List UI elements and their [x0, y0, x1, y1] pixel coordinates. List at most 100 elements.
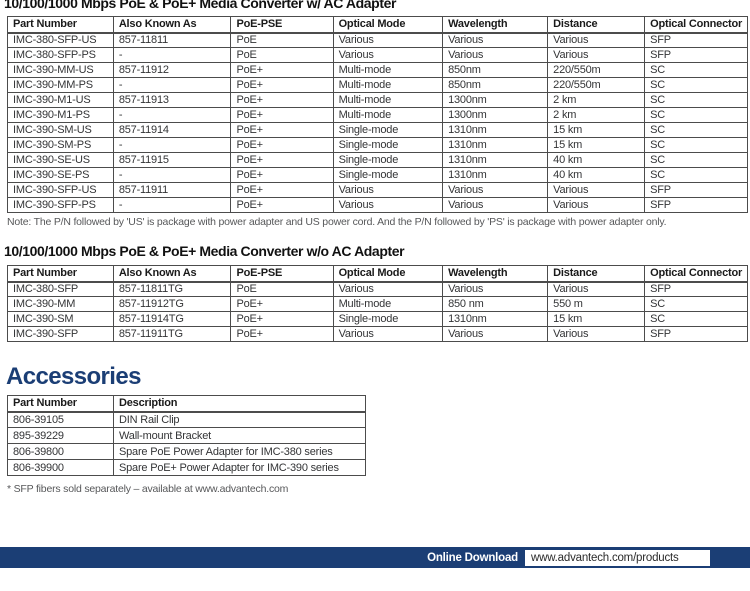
table-cell: -: [112, 77, 232, 93]
table-row: IMC-390-SFP-US 857-11911 PoE+ Various Variou…: [7, 182, 748, 198]
table-cell: IMC-380-SFP-US: [7, 32, 114, 48]
table-cell: 857-11911TG: [112, 326, 232, 342]
table-cell: SC: [644, 77, 748, 93]
table-cell: IMC-390-MM-US: [7, 62, 114, 78]
table-cell: PoE: [230, 47, 334, 63]
table-cell: PoE: [230, 281, 334, 297]
table-cell: Spare PoE+ Power Adapter for IMC-390 ser…: [113, 459, 366, 476]
table-cell: Multi-mode: [332, 92, 444, 108]
table-cell: PoE+: [230, 311, 334, 327]
table-cell: Various: [442, 197, 549, 213]
table-cell: IMC-390-SM-PS: [7, 137, 114, 153]
table-cell: 857-11912: [112, 62, 232, 78]
table-cell: PoE+: [230, 62, 334, 78]
table-cell: SC: [644, 92, 748, 108]
table-cell: DIN Rail Clip: [113, 411, 366, 428]
table-cell: 1300nm: [442, 107, 549, 123]
media-converter-table-with-adapter: Part Number Also Known As PoE-PSE Optical M…: [7, 16, 748, 213]
table-cell: 857-11915: [112, 152, 232, 168]
column-header: Optical Connector: [644, 265, 748, 283]
table-cell: 850nm: [442, 77, 549, 93]
section-title-without-adapter: 10/100/1000 Mbps PoE & PoE+ Media Conver…: [4, 243, 405, 259]
table-cell: 850 nm: [442, 296, 549, 312]
column-header: Description: [113, 395, 366, 413]
table-row: IMC-390-MM 857-11912TG PoE+ Multi-mode 850 n…: [7, 296, 748, 312]
column-header: Distance: [547, 16, 646, 34]
table-note: Note: The P/N followed by 'US' is packag…: [7, 216, 667, 228]
table-cell: -: [112, 47, 232, 63]
column-header: Part Number: [7, 265, 114, 283]
table-cell: 15 km: [547, 311, 646, 327]
table-cell: IMC-390-SFP: [7, 326, 114, 342]
column-header: Distance: [547, 265, 646, 283]
column-header: Wavelength: [442, 265, 549, 283]
table-cell: 806-39800: [7, 443, 114, 460]
table-cell: SFP: [644, 281, 748, 297]
table-cell: Various: [332, 326, 444, 342]
table-cell: PoE+: [230, 182, 334, 198]
table-cell: SFP: [644, 47, 748, 63]
table-cell: IMC-390-M1-US: [7, 92, 114, 108]
table-cell: SFP: [644, 197, 748, 213]
table-cell: Single-mode: [332, 311, 444, 327]
table-cell: SC: [644, 122, 748, 138]
table-cell: PoE+: [230, 107, 334, 123]
table-cell: SC: [644, 62, 748, 78]
column-header: Optical Mode: [332, 265, 444, 283]
table-cell: 895-39229: [7, 427, 114, 444]
table-row: IMC-390-SM 857-11914TG PoE+ Single-mode 1310…: [7, 311, 748, 327]
table-cell: 40 km: [547, 167, 646, 183]
table-cell: 40 km: [547, 152, 646, 168]
table-row: IMC-380-SFP-US 857-11811 PoE Various Various…: [7, 32, 748, 48]
table-cell: IMC-390-MM: [7, 296, 114, 312]
table-cell: SC: [644, 296, 748, 312]
table-cell: SFP: [644, 182, 748, 198]
table-row: 806-39900 Spare PoE+ Power Adapter for IM…: [7, 459, 366, 476]
table-row: IMC-390-SM-PS - PoE+ Single-mode 1310nm 15 km…: [7, 137, 748, 153]
table-cell: Various: [332, 281, 444, 297]
table-cell: SC: [644, 311, 748, 327]
table-cell: 1300nm: [442, 92, 549, 108]
table-cell: 857-11911: [112, 182, 232, 198]
table-cell: Single-mode: [332, 152, 444, 168]
table-row: 806-39800 Spare PoE Power Adapter for IMC…: [7, 443, 366, 460]
table-cell: Multi-mode: [332, 77, 444, 93]
table-cell: SC: [644, 167, 748, 183]
table-cell: 857-11913: [112, 92, 232, 108]
table-cell: Various: [332, 47, 444, 63]
table-cell: PoE+: [230, 92, 334, 108]
table-cell: 1310nm: [442, 122, 549, 138]
table-row: IMC-390-M1-PS - PoE+ Multi-mode 1300nm 2 km SC: [7, 107, 748, 123]
table-cell: Multi-mode: [332, 107, 444, 123]
table-cell: Single-mode: [332, 137, 444, 153]
footer-bar: Online Download www.advantech.com/produc…: [0, 547, 750, 568]
table-row: IMC-380-SFP 857-11811TG PoE Various Various V…: [7, 281, 748, 297]
table-cell: IMC-390-SM: [7, 311, 114, 327]
table-cell: PoE+: [230, 77, 334, 93]
table-cell: PoE+: [230, 122, 334, 138]
table-cell: Various: [442, 182, 549, 198]
table-cell: 806-39105: [7, 411, 114, 428]
table-cell: Various: [442, 47, 549, 63]
accessories-table: Part Number Description 806-39105 DIN Rail…: [7, 395, 366, 476]
table-cell: Various: [547, 47, 646, 63]
column-header: Optical Mode: [332, 16, 444, 34]
table-cell: Multi-mode: [332, 62, 444, 78]
table-cell: 550 m: [547, 296, 646, 312]
table-cell: Multi-mode: [332, 296, 444, 312]
table-cell: PoE+: [230, 167, 334, 183]
table-cell: Various: [442, 326, 549, 342]
table-cell: PoE+: [230, 137, 334, 153]
table-cell: Wall-mount Bracket: [113, 427, 366, 444]
table-cell: IMC-380-SFP: [7, 281, 114, 297]
table-cell: 220/550m: [547, 77, 646, 93]
footer-url-link[interactable]: www.advantech.com/products: [525, 549, 710, 566]
table-cell: PoE+: [230, 326, 334, 342]
table-cell: -: [112, 167, 232, 183]
table-cell: PoE+: [230, 197, 334, 213]
table-cell: SFP: [644, 326, 748, 342]
table-cell: SC: [644, 137, 748, 153]
table-row: IMC-390-SE-US 857-11915 PoE+ Single-mode 131…: [7, 152, 748, 168]
table-cell: -: [112, 107, 232, 123]
table-cell: Various: [547, 326, 646, 342]
